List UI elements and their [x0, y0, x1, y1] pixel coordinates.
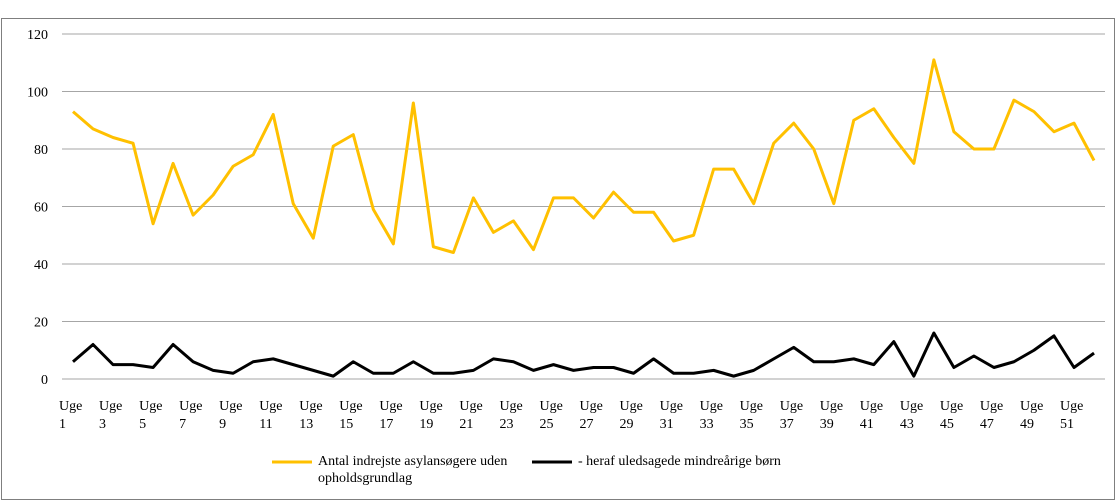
x-tick-label-line: Uge [59, 399, 82, 414]
x-tick-label: Uge 31 [660, 399, 683, 432]
x-tick-label-line: 13 [299, 417, 313, 432]
legend-label: Antal indrejste asylansøgere uden ophold… [318, 454, 508, 486]
x-tick-label-line: Uge [539, 399, 562, 414]
y-tick-label: 120 [27, 28, 48, 43]
x-tick-label: Uge 7 [179, 399, 202, 432]
x-tick-label-line: Uge [700, 399, 723, 414]
y-tick-label: 20 [34, 316, 48, 331]
x-tick-label: Uge 49 [1020, 399, 1043, 432]
x-tick-label: Uge 13 [299, 399, 322, 432]
x-tick-label-line: Uge [580, 399, 603, 414]
x-tick-label-line: Uge [980, 399, 1003, 414]
x-tick-label-line: 7 [179, 417, 186, 432]
legend-label: - heraf uledsagede mindreårige børn [578, 454, 781, 469]
x-tick-label: Uge 29 [620, 399, 643, 432]
x-tick-label-line: Uge [379, 399, 402, 414]
x-tick-label-line: Uge [179, 399, 202, 414]
x-tick-label: Uge 5 [139, 399, 162, 432]
x-tick-label-line: 43 [900, 417, 914, 432]
x-tick-label-line: Uge [139, 399, 162, 414]
x-tick-label: Uge 3 [99, 399, 122, 432]
x-tick-label-line: Uge [419, 399, 442, 414]
x-tick-label-line: 17 [379, 417, 393, 432]
x-tick-label-line: 25 [539, 417, 553, 432]
x-tick-label-line: 5 [139, 417, 146, 432]
x-tick-label-line: 19 [419, 417, 433, 432]
x-tick-label: Uge 1 [59, 399, 82, 432]
x-tick-label-line: Uge [1020, 399, 1043, 414]
x-tick-label: Uge 17 [379, 399, 402, 432]
y-tick-label: 60 [34, 201, 48, 216]
x-tick-label: Uge 25 [539, 399, 562, 432]
x-tick-label: Uge 39 [820, 399, 843, 432]
x-tick-label: Uge 27 [580, 399, 603, 432]
x-tick-label: Uge 19 [419, 399, 442, 432]
x-tick-label-line: 33 [700, 417, 714, 432]
x-tick-label: Uge 21 [459, 399, 482, 432]
x-tick-label-line: Uge [860, 399, 883, 414]
x-tick-label-line: 23 [499, 417, 513, 432]
x-tick-label-line: 15 [339, 417, 353, 432]
x-tick-label-line: 41 [860, 417, 874, 432]
x-tick-label-line: Uge [660, 399, 683, 414]
x-tick-label-line: Uge [780, 399, 803, 414]
x-tick-label-line: Uge [1060, 399, 1083, 414]
x-tick-label-line: 31 [660, 417, 674, 432]
x-tick-label-line: Uge [99, 399, 122, 414]
y-tick-label: 100 [27, 86, 48, 101]
x-tick-label: Uge 9 [219, 399, 242, 432]
x-tick-label: Uge 33 [700, 399, 723, 432]
y-tick-label: 80 [34, 143, 48, 158]
x-tick-label-line: Uge [459, 399, 482, 414]
x-tick-label-line: 37 [780, 417, 794, 432]
x-tick-label-line: Uge [299, 399, 322, 414]
x-tick-label-line: Uge [259, 399, 282, 414]
x-tick-label-line: Uge [740, 399, 763, 414]
series-line [72, 58, 1096, 254]
x-tick-label-line: 11 [259, 417, 272, 432]
x-tick-label-line: Uge [820, 399, 843, 414]
x-tick-label: Uge 45 [940, 399, 963, 432]
x-tick-label-line: 3 [99, 417, 106, 432]
x-tick-label-line: Uge [620, 399, 643, 414]
x-tick-label: Uge 37 [780, 399, 803, 432]
y-tick-label: 40 [34, 258, 48, 273]
chart-frame [1, 18, 1115, 500]
x-tick-label-line: 29 [620, 417, 634, 432]
x-tick-label-line: 27 [580, 417, 594, 432]
x-tick-label-line: Uge [339, 399, 362, 414]
x-tick-label: Uge 41 [860, 399, 883, 432]
x-tick-label-line: 49 [1020, 417, 1034, 432]
x-tick-label-line: 35 [740, 417, 754, 432]
x-tick-label-line: Uge [219, 399, 242, 414]
series-line [72, 331, 1095, 378]
x-tick-label-line: Uge [499, 399, 522, 414]
x-tick-label: Uge 35 [740, 399, 763, 432]
x-tick-label: Uge 47 [980, 399, 1003, 432]
x-tick-label-line: 45 [940, 417, 954, 432]
x-tick-label-line: Uge [900, 399, 923, 414]
x-tick-label-line: 1 [59, 417, 66, 432]
x-tick-label: Uge 11 [259, 399, 282, 432]
x-tick-label-line: 47 [980, 417, 994, 432]
x-tick-label: Uge 23 [499, 399, 522, 432]
x-tick-label-line: 51 [1060, 417, 1074, 432]
y-tick-label: 0 [41, 373, 48, 388]
x-tick-label: Uge 43 [900, 399, 923, 432]
x-tick-label-line: Uge [940, 399, 963, 414]
x-tick-label-line: 21 [459, 417, 473, 432]
x-tick-label: Uge 51 [1060, 399, 1083, 432]
x-tick-label-line: 9 [219, 417, 226, 432]
x-tick-label: Uge 15 [339, 399, 362, 432]
x-tick-label-line: 39 [820, 417, 834, 432]
